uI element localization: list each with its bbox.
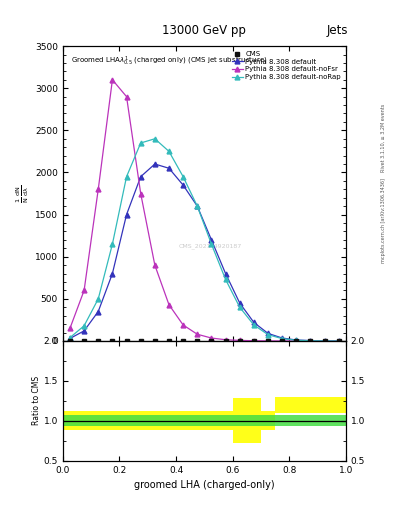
Pythia 8.308 default-noRap <box>266 332 270 338</box>
Pythia 8.308 default-noRap <box>252 322 256 328</box>
Pythia 8.308 default-noRap <box>336 338 341 344</box>
Pythia 8.308 default-noRap <box>308 338 313 344</box>
Legend: CMS, Pythia 8.308 default, Pythia 8.308 default-noFsr, Pythia 8.308 default-noRa: CMS, Pythia 8.308 default, Pythia 8.308 … <box>231 50 342 81</box>
Pythia 8.308 default <box>322 338 327 344</box>
Pythia 8.308 default-noFsr <box>124 94 129 100</box>
Pythia 8.308 default <box>223 270 228 276</box>
Pythia 8.308 default-noFsr <box>294 338 299 344</box>
Pythia 8.308 default-noRap <box>223 276 228 283</box>
Pythia 8.308 default <box>336 338 341 344</box>
Pythia 8.308 default <box>294 337 299 343</box>
Pythia 8.308 default <box>167 165 171 172</box>
CMS <box>138 338 143 344</box>
Line: Pythia 8.308 default-noFsr: Pythia 8.308 default-noFsr <box>68 77 341 344</box>
Pythia 8.308 default-noFsr <box>96 186 101 193</box>
Pythia 8.308 default-noFsr <box>308 338 313 344</box>
CMS <box>266 338 270 344</box>
CMS <box>294 338 299 344</box>
CMS <box>152 338 157 344</box>
CMS <box>252 338 256 344</box>
CMS <box>223 338 228 344</box>
Pythia 8.308 default-noRap <box>138 140 143 146</box>
Pythia 8.308 default <box>181 182 185 188</box>
Pythia 8.308 default-noFsr <box>336 338 341 344</box>
Text: 13000 GeV pp: 13000 GeV pp <box>162 24 246 37</box>
CMS <box>82 338 86 344</box>
Pythia 8.308 default <box>209 237 214 243</box>
Pythia 8.308 default-noFsr <box>181 322 185 328</box>
CMS <box>68 338 72 344</box>
Pythia 8.308 default-noRap <box>294 337 299 344</box>
Pythia 8.308 default <box>308 337 313 344</box>
Y-axis label: Ratio to CMS: Ratio to CMS <box>32 376 41 425</box>
Pythia 8.308 default-noFsr <box>152 262 157 268</box>
CMS <box>96 338 101 344</box>
Line: Pythia 8.308 default-noRap: Pythia 8.308 default-noRap <box>68 136 341 344</box>
Text: CMS_2021_4920187: CMS_2021_4920187 <box>178 244 242 249</box>
CMS <box>110 338 115 344</box>
Pythia 8.308 default-noFsr <box>82 287 86 293</box>
CMS <box>336 338 341 344</box>
Pythia 8.308 default <box>195 203 200 209</box>
Pythia 8.308 default-noRap <box>181 174 185 180</box>
Pythia 8.308 default <box>266 330 270 336</box>
Pythia 8.308 default-noRap <box>280 335 285 342</box>
Pythia 8.308 default <box>152 161 157 167</box>
Pythia 8.308 default-noFsr <box>138 190 143 197</box>
CMS <box>167 338 171 344</box>
Y-axis label: $\mathregular{\frac{1}{N}\,\frac{dN}{d\lambda}}$: $\mathregular{\frac{1}{N}\,\frac{dN}{d\l… <box>14 184 31 203</box>
Pythia 8.308 default-noFsr <box>266 338 270 344</box>
CMS <box>195 338 200 344</box>
CMS <box>124 338 129 344</box>
Pythia 8.308 default <box>68 335 72 342</box>
Text: Rivet 3.1.10, ≥ 3.2M events: Rivet 3.1.10, ≥ 3.2M events <box>381 104 386 173</box>
Pythia 8.308 default <box>82 328 86 334</box>
Pythia 8.308 default-noFsr <box>195 331 200 337</box>
Pythia 8.308 default-noRap <box>96 296 101 302</box>
Pythia 8.308 default-noFsr <box>280 338 285 344</box>
Pythia 8.308 default-noFsr <box>110 77 115 83</box>
Pythia 8.308 default-noRap <box>237 304 242 310</box>
Pythia 8.308 default-noRap <box>209 241 214 247</box>
Pythia 8.308 default-noRap <box>322 338 327 344</box>
CMS <box>237 338 242 344</box>
Pythia 8.308 default-noFsr <box>68 325 72 331</box>
Pythia 8.308 default-noRap <box>167 148 171 155</box>
Pythia 8.308 default-noFsr <box>237 337 242 344</box>
Pythia 8.308 default <box>237 300 242 306</box>
Line: CMS: CMS <box>68 339 340 343</box>
Pythia 8.308 default-noFsr <box>223 337 228 343</box>
CMS <box>209 338 214 344</box>
Pythia 8.308 default <box>252 319 256 326</box>
Pythia 8.308 default <box>138 174 143 180</box>
Pythia 8.308 default <box>96 308 101 314</box>
Pythia 8.308 default-noRap <box>195 203 200 209</box>
Line: Pythia 8.308 default: Pythia 8.308 default <box>68 162 341 344</box>
Text: mcplots.cern.ch [arXiv:1306.3436]: mcplots.cern.ch [arXiv:1306.3436] <box>381 178 386 263</box>
Pythia 8.308 default-noRap <box>68 334 72 340</box>
Pythia 8.308 default-noFsr <box>322 338 327 344</box>
Pythia 8.308 default <box>124 211 129 218</box>
Text: Groomed LHA$\lambda^{1}_{0.5}$ (charged only) (CMS jet substructure): Groomed LHA$\lambda^{1}_{0.5}$ (charged … <box>72 55 268 68</box>
Pythia 8.308 default-noRap <box>152 136 157 142</box>
CMS <box>181 338 185 344</box>
Pythia 8.308 default-noFsr <box>209 335 214 341</box>
X-axis label: groomed LHA (charged-only): groomed LHA (charged-only) <box>134 480 275 490</box>
CMS <box>308 338 313 344</box>
Pythia 8.308 default-noFsr <box>252 338 256 344</box>
Text: Jets: Jets <box>326 24 348 37</box>
CMS <box>322 338 327 344</box>
Pythia 8.308 default-noRap <box>124 174 129 180</box>
Pythia 8.308 default <box>110 270 115 276</box>
Pythia 8.308 default-noRap <box>110 241 115 247</box>
Pythia 8.308 default-noFsr <box>167 302 171 308</box>
Pythia 8.308 default-noRap <box>82 323 86 329</box>
CMS <box>280 338 285 344</box>
Pythia 8.308 default <box>280 335 285 341</box>
